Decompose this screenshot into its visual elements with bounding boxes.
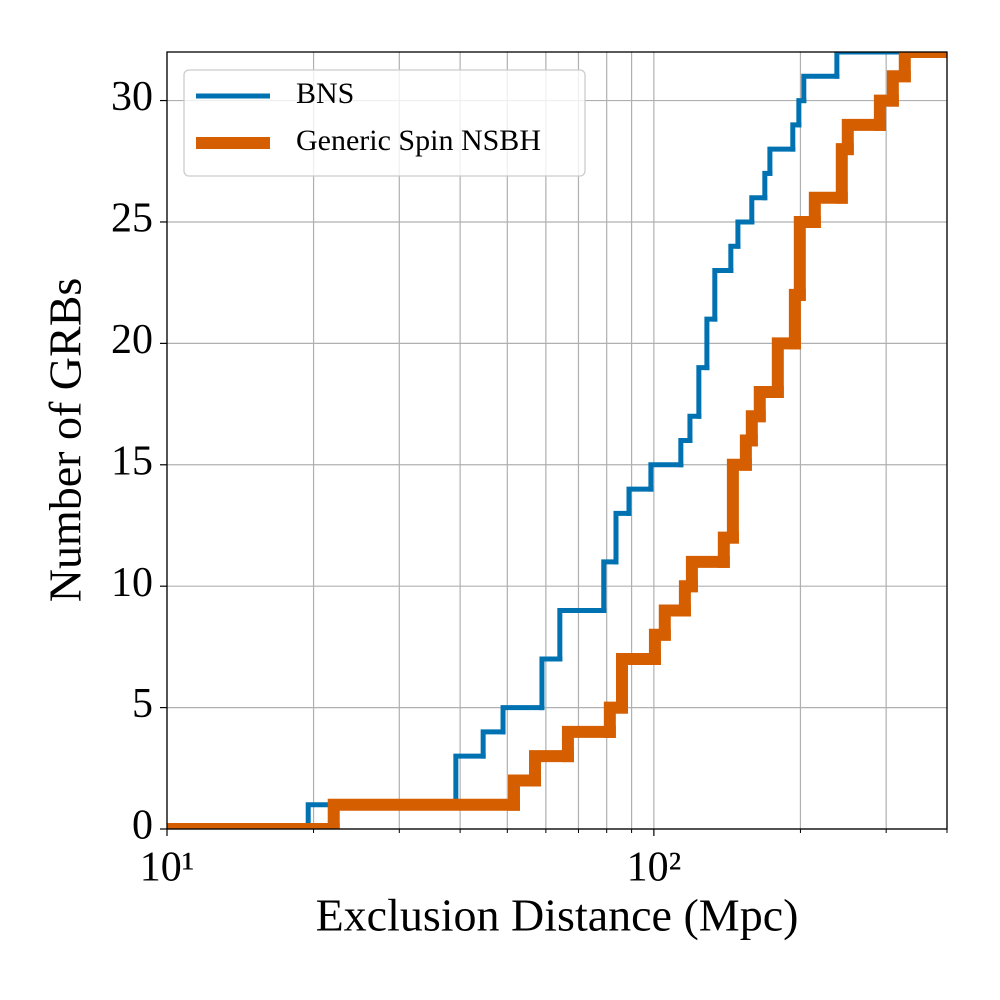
- step-segment: [771, 337, 801, 398]
- step-segment: [834, 52, 947, 79]
- step-segment: [801, 73, 840, 104]
- step-segment: [613, 510, 632, 565]
- legend-label: BNS: [296, 77, 354, 110]
- step-segment: [790, 122, 802, 152]
- y-tick-label: 25: [111, 196, 153, 242]
- y-tick-label: 5: [132, 681, 153, 727]
- step-segment: [648, 462, 684, 492]
- y-axis-label: Number of GRBs: [40, 278, 91, 603]
- step-segment: [529, 750, 574, 787]
- step-segment: [626, 486, 654, 516]
- step-segment: [808, 191, 848, 228]
- step-line: [167, 52, 947, 829]
- step-segment: [753, 385, 784, 423]
- x-axis-label: Exclusion Distance (Mpc): [316, 890, 799, 941]
- step-segment: [788, 288, 806, 350]
- grid: [166, 52, 948, 830]
- plot-area: [167, 52, 947, 829]
- y-tick-label: 15: [111, 438, 153, 484]
- step-segment: [696, 365, 710, 419]
- step-segment: [841, 118, 886, 156]
- step-segment: [735, 219, 755, 249]
- step-segment: [561, 725, 616, 763]
- y-tick-label: 30: [111, 74, 153, 120]
- y-tick-label: 20: [111, 317, 153, 363]
- step-segment: [749, 195, 768, 225]
- step-segment: [726, 458, 752, 544]
- step-segment: [704, 316, 718, 371]
- step-segment: [767, 146, 796, 176]
- step-segment: [898, 52, 947, 83]
- step-segment: [327, 798, 520, 829]
- step-segment: [793, 215, 821, 301]
- legend-label: Generic Spin NSBH: [296, 124, 541, 157]
- step-segment: [601, 559, 619, 613]
- y-tick-label: 0: [132, 803, 153, 849]
- ticks: 0 5 10 15 20 25 30 10¹ 10²: [111, 74, 948, 891]
- step-segment: [712, 268, 734, 322]
- step-segment: [539, 656, 563, 711]
- legend-box: [183, 69, 586, 177]
- step-segment: [685, 555, 730, 593]
- step-segment: [678, 438, 693, 468]
- y-tick-label: 10: [111, 560, 153, 606]
- step-segment: [835, 143, 854, 204]
- axes-frame: [166, 51, 948, 830]
- x-tick-label: 10²: [627, 845, 682, 891]
- step-segment: [796, 98, 807, 128]
- step-segment: [615, 653, 661, 714]
- step-segment: [687, 413, 702, 443]
- step-segment: [728, 243, 741, 274]
- step-segment: [500, 705, 545, 735]
- step-segment: [507, 774, 542, 811]
- step-segment: [658, 604, 691, 641]
- step-segment: [453, 753, 486, 808]
- x-tick-label: 10¹: [140, 845, 195, 891]
- step-segment: [557, 607, 607, 662]
- step-line: [167, 52, 947, 829]
- step-segment: [480, 729, 506, 759]
- legend: BNS Generic Spin NSBH: [196, 77, 541, 157]
- step-segment: [762, 170, 773, 201]
